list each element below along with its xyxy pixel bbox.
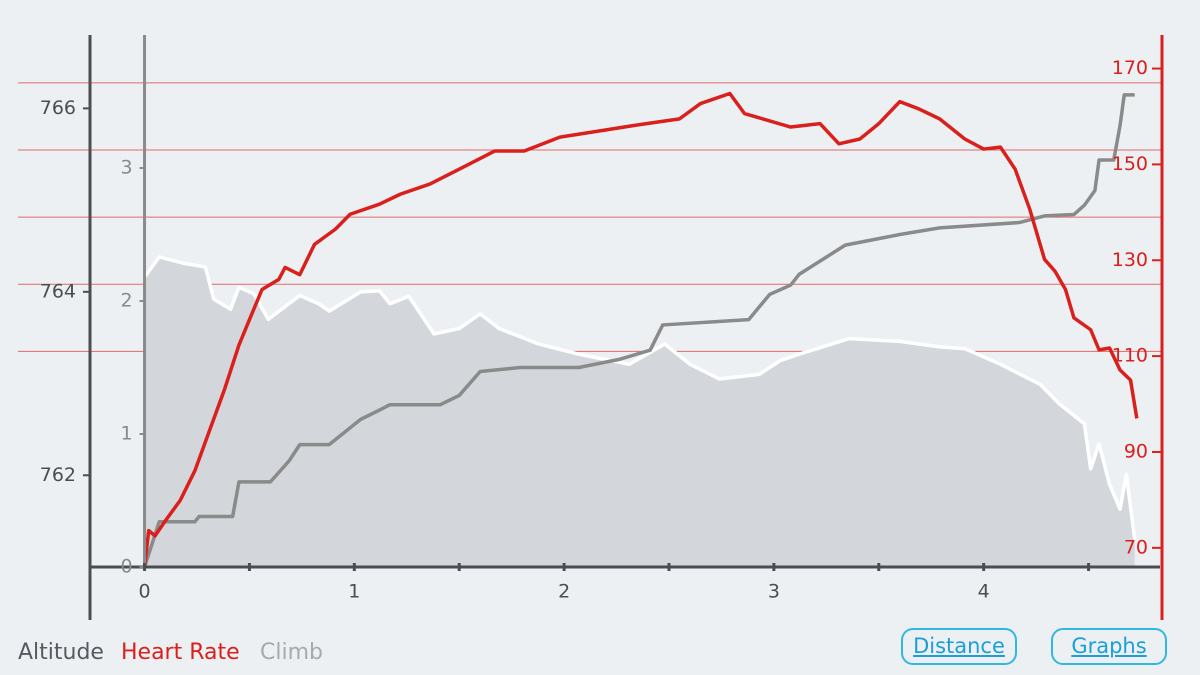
x-tick-label: 4 xyxy=(978,581,990,603)
y3-tick-label: 3 xyxy=(120,157,132,179)
x-tick-label: 3 xyxy=(768,581,780,603)
legend-entry: Altitude xyxy=(18,640,104,665)
y-tick-label: 764 xyxy=(40,280,76,302)
legend-entry: Heart Rate xyxy=(121,640,240,665)
graphs-button[interactable]: Graphs xyxy=(1051,628,1167,665)
distance-button[interactable]: Distance xyxy=(901,628,1017,665)
y-tick-label: 762 xyxy=(40,464,76,486)
series-line xyxy=(143,255,1137,540)
y2-tick-label: 110 xyxy=(1112,345,1148,367)
area xyxy=(144,256,1135,567)
x-tick-label: 0 xyxy=(138,581,150,603)
y2-tick-label: 170 xyxy=(1112,57,1148,79)
x-tick-label: 1 xyxy=(348,581,360,603)
y2-tick-label: 70 xyxy=(1124,536,1148,558)
y2-tick-label: 130 xyxy=(1112,249,1148,271)
series-line xyxy=(142,91,1139,567)
y2-tick-label: 150 xyxy=(1112,153,1148,175)
y3-tick-label: 0 xyxy=(120,556,132,578)
y3-tick-label: 2 xyxy=(120,290,132,312)
y3-tick-label: 1 xyxy=(120,423,132,445)
y-tick-label: 766 xyxy=(40,97,76,119)
legend-entry: Climb xyxy=(260,640,323,665)
x-tick-label: 2 xyxy=(558,581,570,603)
y2-tick-label: 90 xyxy=(1124,440,1148,462)
series-line xyxy=(142,93,1135,568)
